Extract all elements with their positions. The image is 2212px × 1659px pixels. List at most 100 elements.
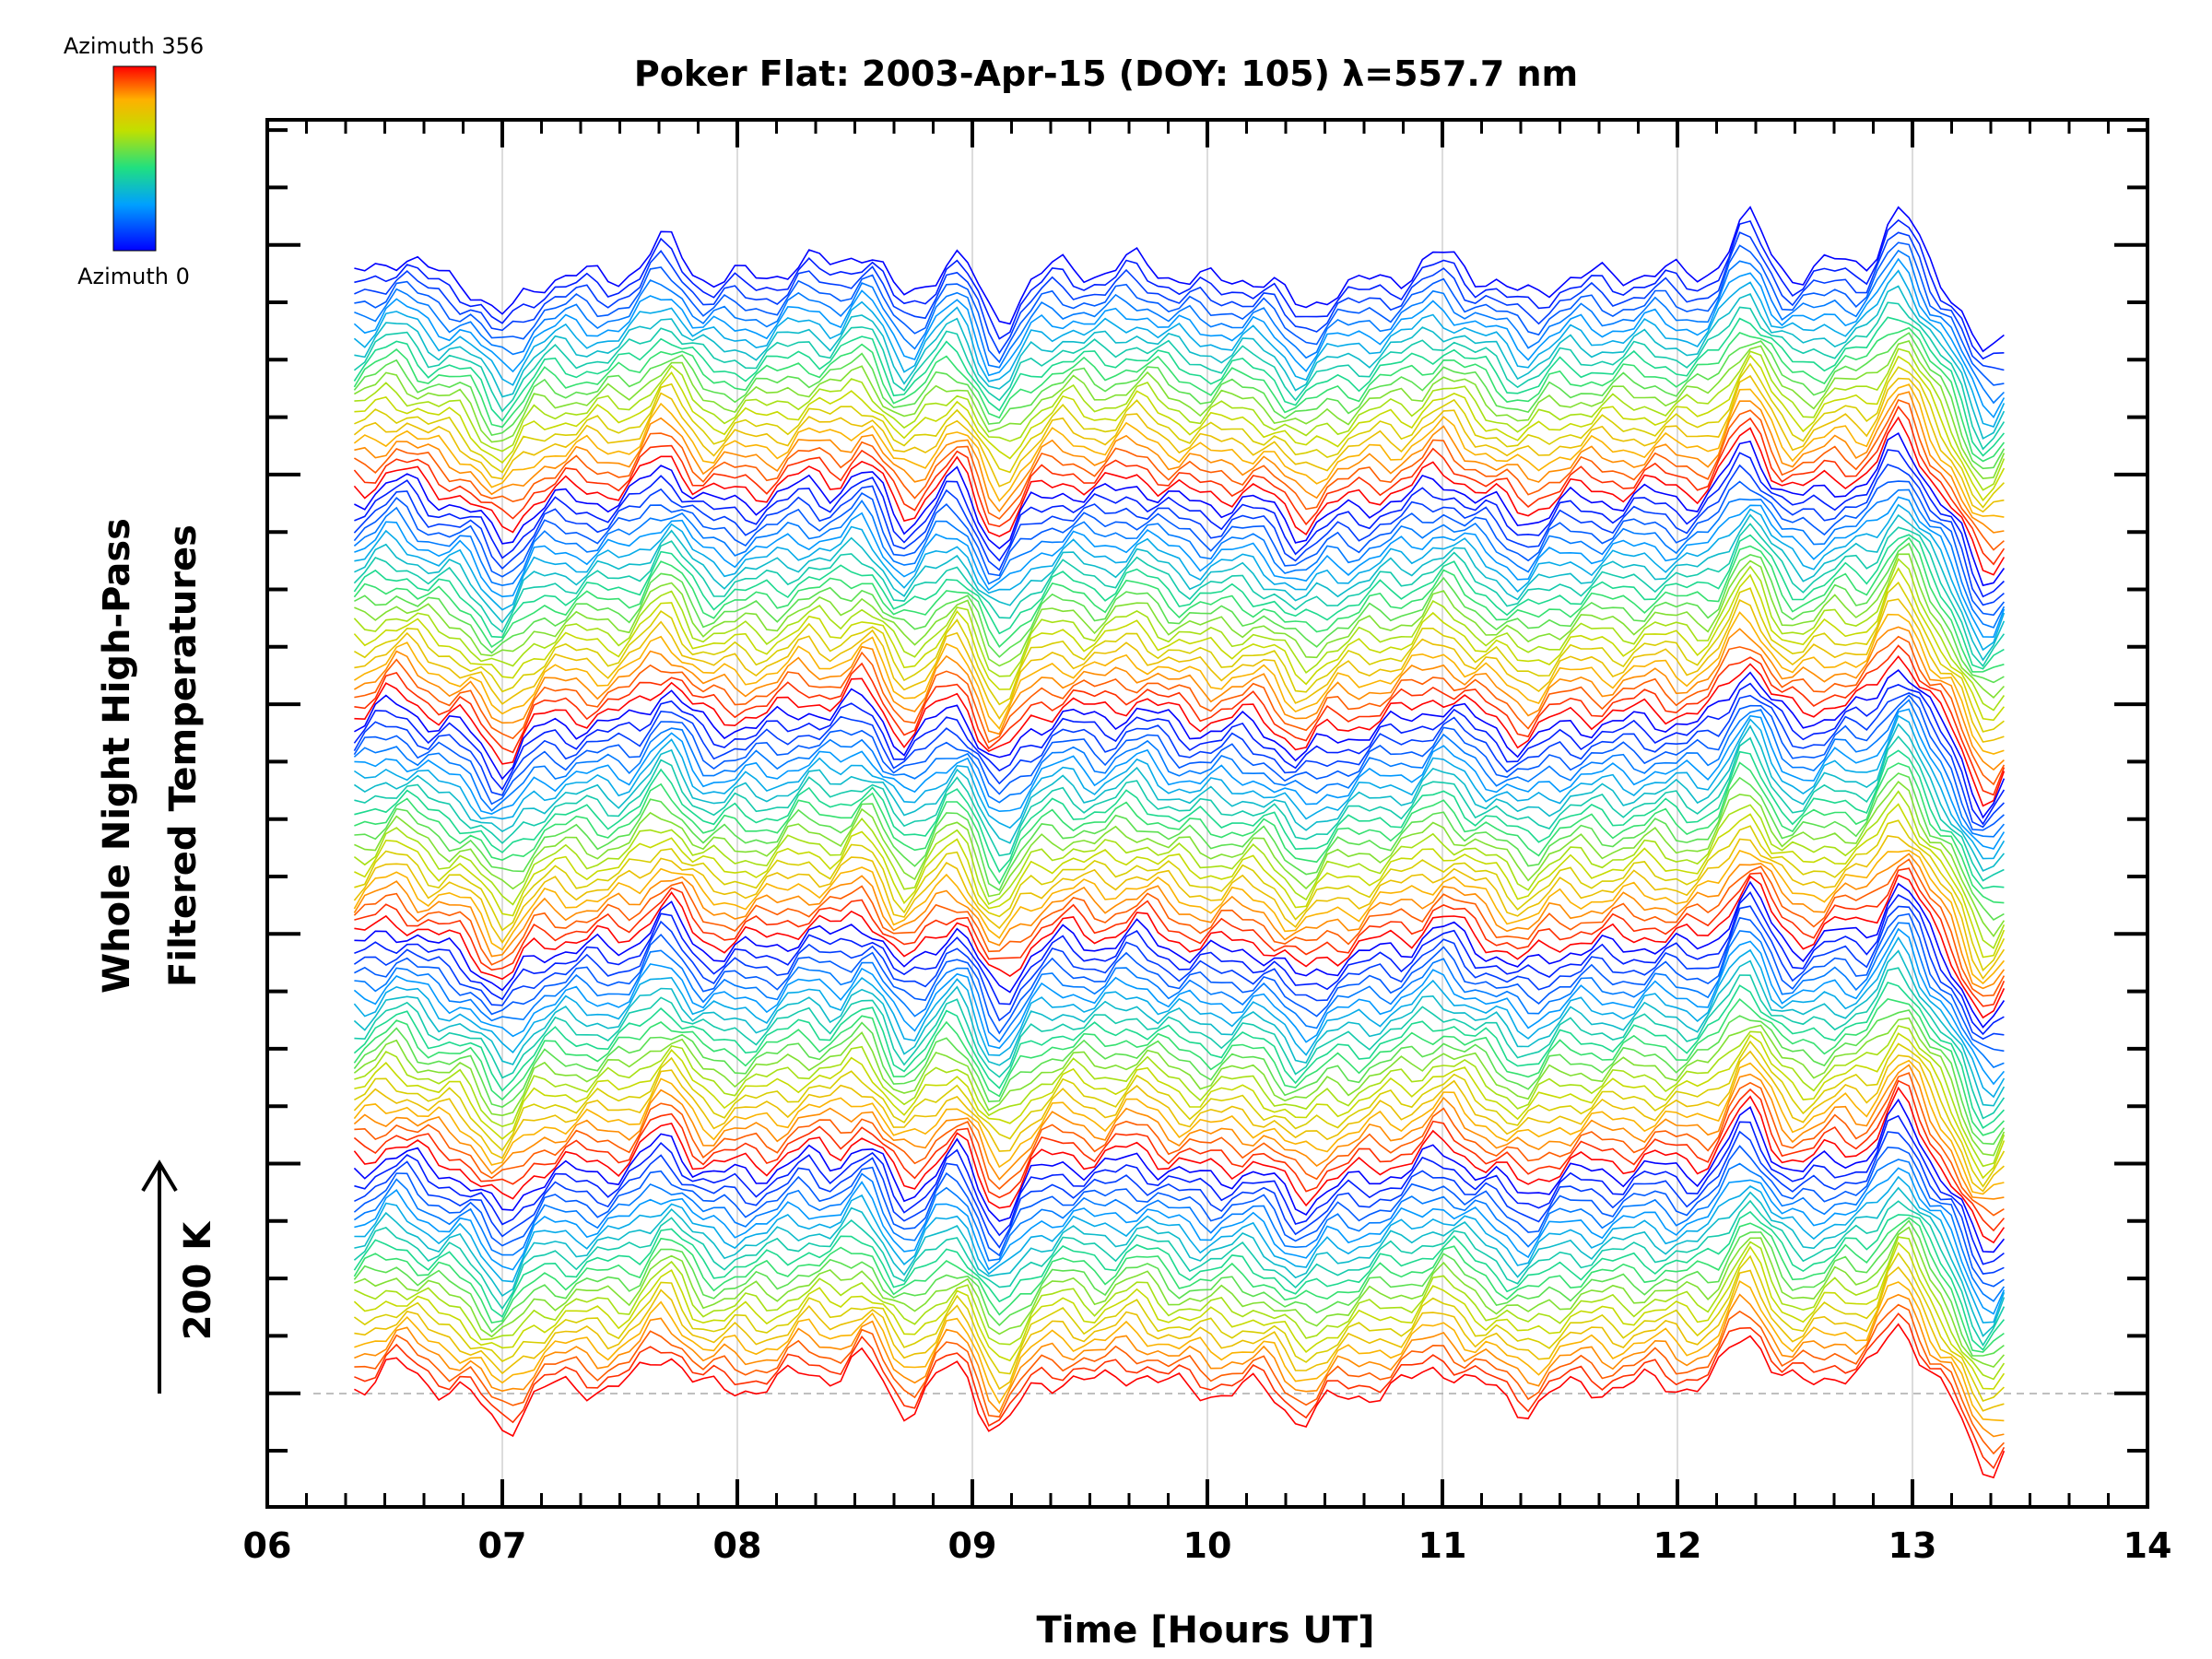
plot-frame [265, 118, 2149, 1509]
x-tick-label: 13 [1888, 1525, 1937, 1566]
azimuth-trace [353, 1098, 2006, 1253]
azimuth-trace [353, 1050, 2005, 1193]
azimuth-trace [354, 874, 2006, 1019]
azimuth-trace [353, 1009, 2006, 1146]
azimuth-trace [354, 761, 2005, 904]
azimuth-trace [353, 269, 2006, 428]
azimuth-trace [353, 682, 2006, 826]
data-traces [353, 206, 2006, 1479]
x-tick-label: 08 [713, 1525, 762, 1566]
azimuth-trace [353, 1086, 2006, 1244]
azimuth-trace [353, 536, 2005, 673]
azimuth-trace [353, 1219, 2005, 1357]
azimuth-trace [353, 326, 2006, 463]
azimuth-trace [354, 1265, 2005, 1412]
azimuth-trace [353, 1199, 2006, 1347]
x-tick-label: 09 [948, 1525, 997, 1566]
azimuth-trace [354, 644, 2006, 796]
azimuth-trace [353, 1017, 2006, 1157]
chart-title: Poker Flat: 2003-Apr-15 (DOY: 105) λ=557… [634, 53, 1578, 94]
azimuth-trace [353, 416, 2006, 576]
azimuth-trace [354, 285, 2006, 440]
colorbar [112, 65, 157, 252]
scale-bar-label: 200 K [177, 1220, 219, 1340]
azimuth-trace [353, 723, 2006, 872]
x-tick-label: 07 [478, 1525, 527, 1566]
colorbar-bottom-label: Azimuth 0 [77, 264, 190, 289]
azimuth-trace [354, 1072, 2005, 1217]
azimuth-trace [353, 694, 2005, 831]
azimuth-trace [354, 553, 2005, 700]
azimuth-trace [353, 488, 2006, 629]
azimuth-trace [353, 534, 2005, 670]
azimuth-trace [354, 781, 2006, 938]
azimuth-trace [354, 1293, 2005, 1438]
y-axis-title-line2: Filtered Temperatures [162, 524, 205, 987]
azimuth-trace [353, 567, 2006, 722]
azimuth-trace [354, 391, 2005, 534]
y-axis-title-line1: Whole Night High-Pass [96, 518, 138, 994]
azimuth-trace [354, 891, 2005, 1036]
azimuth-trace [353, 853, 2006, 990]
azimuth-trace [353, 1145, 2005, 1288]
azimuth-trace [353, 849, 2006, 985]
azimuth-trace [353, 1159, 2006, 1302]
azimuth-trace [354, 1025, 2006, 1168]
azimuth-trace [353, 905, 2005, 1041]
azimuth-trace [354, 1323, 2006, 1479]
azimuth-trace [354, 1186, 2006, 1337]
azimuth-trace [354, 1236, 2006, 1381]
x-tick-label: 06 [243, 1525, 292, 1566]
azimuth-trace [354, 1175, 2006, 1324]
azimuth-trace [353, 523, 2006, 667]
x-tick-label: 11 [1418, 1525, 1467, 1566]
azimuth-trace [354, 503, 2006, 652]
azimuth-trace [353, 1059, 2005, 1195]
azimuth-trace [353, 405, 2006, 566]
azimuth-trace [353, 626, 2005, 771]
azimuth-trace [353, 558, 2006, 712]
x-tick-label: 14 [2124, 1525, 2172, 1566]
azimuth-trace [354, 513, 2006, 662]
azimuth-trace [353, 835, 2006, 981]
x-axis-title: Time [Hours UT] [1037, 1609, 1375, 1652]
azimuth-trace [353, 1079, 2006, 1232]
azimuth-trace [353, 374, 2005, 513]
azimuth-trace [354, 581, 2005, 733]
azimuth-trace [353, 1241, 2006, 1390]
azimuth-trace [354, 1040, 2006, 1188]
azimuth-trace [353, 332, 2006, 470]
x-tick-label: 12 [1653, 1525, 1702, 1566]
azimuth-trace [354, 1312, 2006, 1470]
azimuth-trace [354, 449, 2005, 598]
azimuth-trace [354, 354, 2006, 502]
azimuth-trace [354, 340, 2006, 480]
azimuth-trace [354, 880, 2006, 1029]
azimuth-trace [354, 542, 2005, 684]
colorbar-top-label: Azimuth 356 [64, 33, 204, 59]
azimuth-trace [353, 1217, 2005, 1353]
scale-arrow [141, 1159, 178, 1394]
azimuth-trace [353, 714, 2006, 860]
azimuth-trace [353, 858, 2006, 997]
azimuth-trace [354, 218, 2005, 360]
azimuth-trace [354, 1280, 2005, 1422]
azimuth-trace [354, 967, 2006, 1120]
azimuth-trace [353, 257, 2006, 418]
azimuth-trace [354, 431, 2006, 587]
azimuth-trace [354, 772, 2005, 922]
azimuth-trace [353, 611, 2005, 755]
azimuth-trace [353, 692, 2005, 829]
azimuth-trace [354, 735, 2005, 882]
azimuth-trace [354, 867, 2006, 1007]
azimuth-trace [354, 819, 2006, 972]
azimuth-trace [354, 249, 2005, 405]
x-tick-label: 10 [1183, 1525, 1232, 1566]
azimuth-trace [354, 1226, 2006, 1369]
azimuth-trace [354, 655, 2006, 807]
azimuth-trace [354, 749, 2005, 889]
azimuth-trace [354, 669, 2006, 819]
azimuth-trace [353, 316, 2006, 457]
azimuth-trace [354, 803, 2006, 959]
